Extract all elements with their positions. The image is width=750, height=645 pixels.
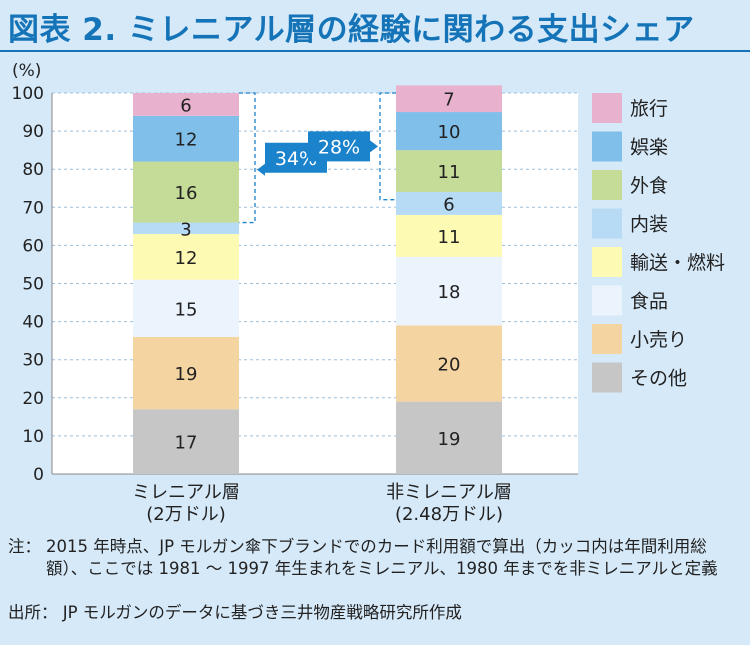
- data-label: 16: [175, 183, 198, 204]
- y-tick-label: 30: [22, 351, 44, 371]
- bar-segment: [396, 256, 502, 326]
- data-label: 12: [175, 248, 198, 269]
- bar-segment: [396, 150, 502, 193]
- chart-source: 出所： JP モルガンのデータに基づき三井物産戦略研究所作成: [8, 602, 462, 624]
- annotation-bracket: [379, 92, 396, 201]
- legend-label: 娯楽: [630, 137, 668, 159]
- chart-title: 図表 2. ミレニアル層の経験に関わる支出シェア: [8, 12, 695, 48]
- bar-segment: [396, 85, 502, 113]
- data-label: 3: [180, 219, 191, 240]
- legend-swatch: [592, 324, 622, 354]
- y-tick-label: 40: [22, 313, 44, 333]
- bar-segment: [396, 192, 502, 215]
- data-label: 10: [438, 122, 461, 143]
- data-label: 7: [443, 90, 454, 111]
- y-tick-label: 0: [33, 465, 44, 485]
- y-tick-label: 90: [22, 122, 44, 142]
- note-text: 2015 年時点、JP モルガン傘下ブランドでのカード利用額で算出（カッコ内は年…: [46, 537, 718, 578]
- source-text: JP モルガンのデータに基づき三井物産戦略研究所作成: [62, 603, 462, 622]
- data-label: 19: [175, 364, 198, 385]
- legend-label: 食品: [630, 291, 668, 313]
- data-label: 15: [175, 299, 198, 320]
- data-label: 6: [443, 194, 454, 215]
- data-label: 18: [438, 282, 461, 303]
- annotation-callout: [308, 131, 378, 162]
- y-tick-label: 60: [22, 236, 44, 256]
- legend-label: 旅行: [630, 98, 668, 120]
- chart-note: 注： 2015 年時点、JP モルガン傘下ブランドでのカード利用額で算出（カッコ…: [8, 536, 718, 578]
- legend-label: 輸送・燃料: [630, 252, 725, 274]
- category-label: ミレニアル層: [132, 482, 240, 503]
- data-label: 20: [438, 355, 461, 376]
- title-underline: [0, 50, 750, 52]
- bar-segment: [396, 401, 502, 474]
- annotation-text: 28%: [318, 136, 360, 158]
- data-label: 6: [180, 95, 191, 116]
- data-label: 11: [438, 227, 461, 248]
- legend-label: 小売り: [630, 329, 687, 351]
- bar-segment: [396, 325, 502, 402]
- bar-segment: [133, 409, 239, 474]
- legend-swatch: [592, 247, 622, 277]
- y-tick-label: 10: [22, 427, 44, 447]
- legend-swatch: [592, 93, 622, 123]
- data-label: 17: [175, 433, 198, 454]
- bar-segment: [396, 214, 502, 257]
- bar-segment: [133, 222, 239, 234]
- data-label: 19: [438, 429, 461, 450]
- y-tick-label: 70: [22, 198, 44, 218]
- y-tick-label: 100: [12, 84, 44, 104]
- y-tick-label: 20: [22, 389, 44, 409]
- y-tick-label: 50: [22, 275, 44, 295]
- annotation-bracket: [239, 92, 256, 224]
- legend-label: 外食: [630, 175, 668, 197]
- legend-swatch: [592, 131, 622, 162]
- bar-segment: [133, 161, 239, 223]
- legend-label: その他: [630, 368, 687, 390]
- y-tick-label: 80: [22, 160, 44, 180]
- source-label: 出所：: [8, 603, 58, 622]
- bar-segment: [133, 336, 239, 410]
- data-label: 12: [175, 130, 198, 151]
- legend-label: 内装: [630, 214, 668, 236]
- y-unit-label: (%): [12, 61, 41, 81]
- bar-segment: [133, 115, 239, 162]
- bar-segment: [133, 93, 239, 116]
- legend-swatch: [592, 285, 622, 316]
- category-sublabel: (2万ドル): [146, 504, 226, 525]
- legend-swatch: [592, 362, 622, 393]
- legend-swatch: [592, 208, 622, 239]
- note-label: 注：: [8, 537, 41, 556]
- data-label: 11: [438, 162, 461, 183]
- bar-segment: [133, 233, 239, 280]
- legend-swatch: [592, 170, 622, 200]
- annotation-text: 34%: [275, 148, 317, 170]
- stacked-bar-chart: 0 10 20 30 40 50 60 70 80 90 100 (%) 17 19 15 12 3 16 12 6 ミ…: [12, 61, 725, 525]
- bar-segment: [396, 112, 502, 151]
- bar-segment: [133, 279, 239, 337]
- category-label: 非ミレニアル層: [386, 482, 512, 503]
- category-sublabel: (2.48万ドル): [395, 504, 503, 525]
